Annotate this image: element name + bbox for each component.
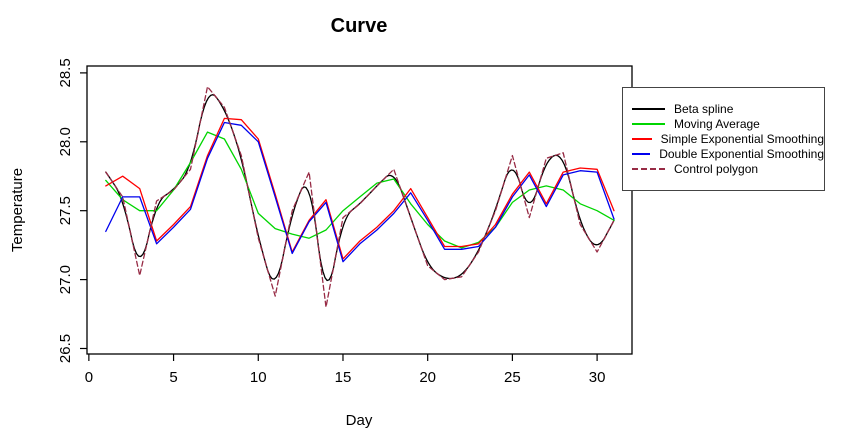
x-tick-label: 10 xyxy=(250,369,267,386)
legend-line-sample xyxy=(632,138,652,140)
x-axis-label: Day xyxy=(346,412,373,429)
legend-line-sample xyxy=(632,153,651,155)
series-line-simple-exponential-smoothing xyxy=(105,117,615,260)
y-axis-label: Temperature xyxy=(9,168,26,252)
x-tick-label: 0 xyxy=(85,369,93,386)
y-tick-label: 28.0 xyxy=(57,127,74,156)
y-tick-label: 27.5 xyxy=(57,196,74,225)
axes: 0 5 10 15 20 25 30 26.5 27.0 27.5 28.0 28.5 xyxy=(57,58,605,386)
series-line-beta-spline xyxy=(105,94,615,282)
legend-line-sample xyxy=(632,108,665,110)
series-lines xyxy=(105,86,615,308)
x-tick-label: 25 xyxy=(504,369,521,386)
x-tick-label: 5 xyxy=(169,369,177,386)
chart-title: Curve xyxy=(331,15,388,37)
y-tick-label: 26.5 xyxy=(57,334,74,363)
series-line-double-exponential-smoothing xyxy=(105,121,615,263)
legend-line-sample xyxy=(632,168,665,170)
legend-item-beta-spline: Beta spline xyxy=(632,103,824,115)
y-tick-label: 27.0 xyxy=(57,265,74,294)
x-tick-label: 30 xyxy=(589,369,606,386)
series-line-moving-average xyxy=(105,131,615,249)
legend-line-sample xyxy=(632,123,665,125)
plot-box xyxy=(86,65,633,355)
legend-label: Simple Exponential Smoothing xyxy=(660,132,824,146)
legend-item-control-polygon: Control polygon xyxy=(632,163,824,175)
legend-item-moving-average: Moving Average xyxy=(632,118,824,130)
legend-label: Control polygon xyxy=(674,162,759,176)
x-tick-label: 15 xyxy=(335,369,352,386)
legend-box: Beta spline Moving Average Simple Exponent… xyxy=(622,87,825,191)
legend-label: Beta spline xyxy=(674,102,734,116)
y-tick-label: 28.5 xyxy=(57,58,74,87)
series-line-control-polygon xyxy=(105,86,615,308)
legend-label: Moving Average xyxy=(674,117,760,131)
x-tick-label: 20 xyxy=(419,369,436,386)
legend-label: Double Exponential Smoothing xyxy=(659,147,824,161)
legend-item-simple-exponential-smoothing: Simple Exponential Smoothing xyxy=(632,133,824,145)
legend-item-double-exponential-smoothing: Double Exponential Smoothing xyxy=(632,148,824,160)
